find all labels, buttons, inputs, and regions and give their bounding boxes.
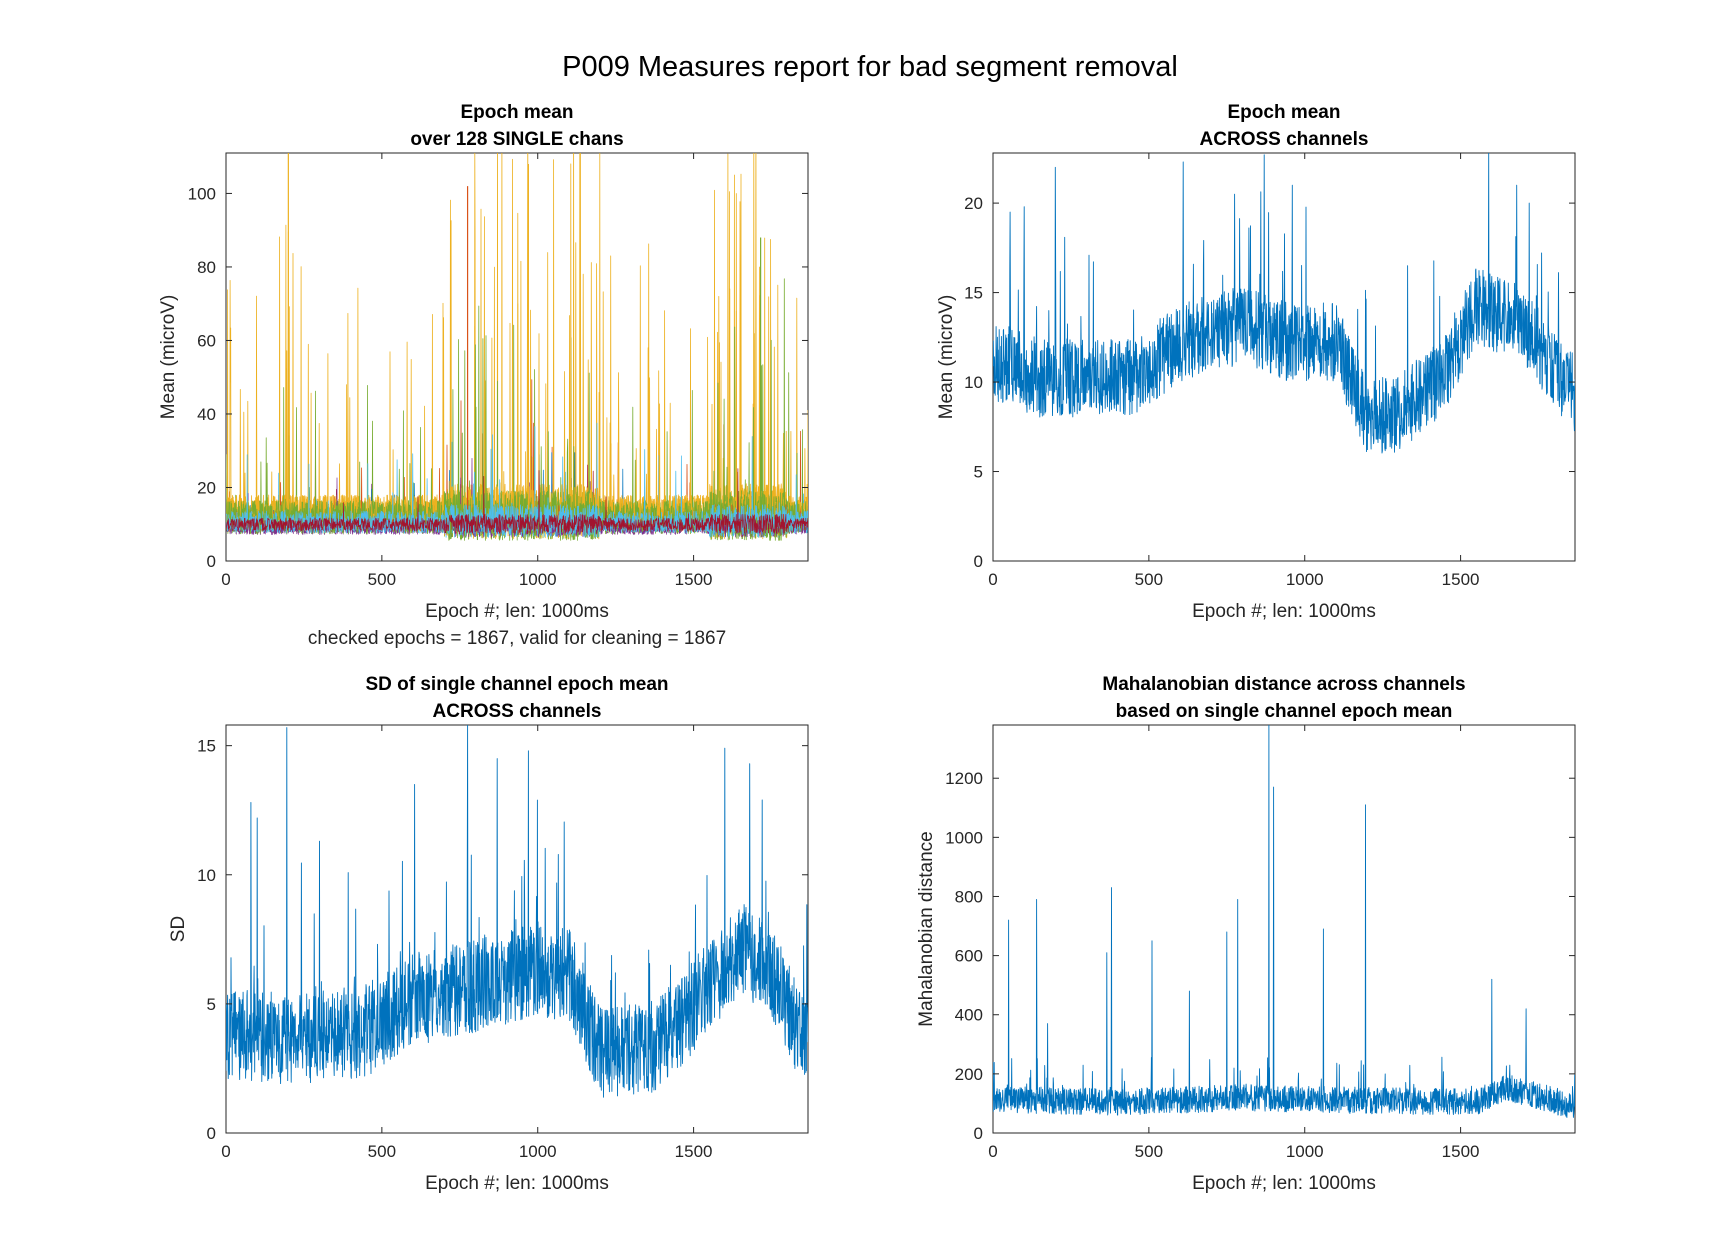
x-axis-label: Epoch #; len: 1000ms <box>1192 601 1376 622</box>
x-tick-label: 1500 <box>1442 570 1480 589</box>
x-tick-label: 0 <box>988 570 997 589</box>
y-tick-label: 15 <box>964 284 983 303</box>
series-layer <box>226 153 808 541</box>
plot-area <box>992 724 1576 1134</box>
y-tick-label: 40 <box>197 405 216 424</box>
plot-area <box>225 724 809 1134</box>
y-tick-label: 800 <box>955 887 983 906</box>
x-axis-label: Epoch #; len: 1000ms <box>1192 1173 1376 1194</box>
x-tick-label: 1000 <box>1286 570 1324 589</box>
panel-single-channel-means: Epoch mean over 128 SINGLE chans 0 500 100… <box>158 102 809 649</box>
x-tick-label: 500 <box>368 1142 396 1161</box>
y-tick-label: 5 <box>974 463 983 482</box>
series-line <box>993 153 1575 454</box>
panel-title-line-1: Epoch mean <box>1228 102 1341 123</box>
y-tick-label: 15 <box>197 737 216 756</box>
x-axis-note: checked epochs = 1867, valid for cleanin… <box>308 628 726 649</box>
y-tick-label: 80 <box>197 258 216 277</box>
y-tick-label: 0 <box>207 1124 216 1143</box>
y-tick-label: 0 <box>974 552 983 571</box>
series-line <box>226 725 808 1098</box>
y-axis-label: Mahalanobian distance <box>916 831 937 1026</box>
y-axis-label: Mean (microV) <box>936 295 957 420</box>
axis-layer: 0 500 1000 1500 0 5 10 15 20 <box>964 153 1575 589</box>
panel-title-line-2: over 128 SINGLE chans <box>410 129 623 150</box>
panel-sd-across-channels: SD of single channel epoch mean ACROSS c… <box>168 674 809 1194</box>
series-layer <box>226 725 808 1098</box>
y-tick-label: 5 <box>207 995 216 1014</box>
y-tick-label: 0 <box>207 552 216 571</box>
axis-layer: 0 500 1000 1500 0 20 40 60 80 100 <box>188 153 808 589</box>
series-line <box>993 725 1575 1118</box>
y-tick-label: 600 <box>955 947 983 966</box>
x-tick-label: 500 <box>368 570 396 589</box>
figure-title: P009 Measures report for bad segment rem… <box>562 51 1178 83</box>
panel-title-line-1: SD of single channel epoch mean <box>365 674 668 695</box>
panel-title-line-2: ACROSS channels <box>1200 129 1369 150</box>
panel-title-line-2: based on single channel epoch mean <box>1116 701 1453 722</box>
y-tick-label: 20 <box>964 194 983 213</box>
x-tick-label: 1500 <box>675 1142 713 1161</box>
y-axis-label: SD <box>168 916 189 942</box>
series-layer <box>993 725 1575 1118</box>
y-tick-label: 10 <box>964 373 983 392</box>
x-tick-label: 0 <box>988 1142 997 1161</box>
x-tick-label: 1000 <box>1286 1142 1324 1161</box>
x-tick-label: 500 <box>1135 570 1163 589</box>
x-axis-label: Epoch #; len: 1000ms <box>425 601 609 622</box>
axis-layer: 0 500 1000 1500 0 5 10 15 <box>197 725 808 1161</box>
y-tick-label: 20 <box>197 478 216 497</box>
y-tick-label: 200 <box>955 1065 983 1084</box>
x-tick-label: 1500 <box>675 570 713 589</box>
y-tick-label: 100 <box>188 184 216 203</box>
x-axis-label: Epoch #; len: 1000ms <box>425 1173 609 1194</box>
x-tick-label: 1500 <box>1442 1142 1480 1161</box>
x-tick-label: 0 <box>221 570 230 589</box>
axis-layer: 0 500 1000 1500 0 200 400 600 800 1000 1200 <box>945 725 1575 1161</box>
x-tick-label: 1000 <box>519 570 557 589</box>
panel-mean-across-channels: Epoch mean ACROSS channels 0 500 1000 15000… <box>936 102 1576 622</box>
y-tick-label: 10 <box>197 866 216 885</box>
x-tick-label: 500 <box>1135 1142 1163 1161</box>
series-layer <box>993 153 1575 454</box>
x-tick-label: 0 <box>221 1142 230 1161</box>
y-tick-label: 400 <box>955 1006 983 1025</box>
panel-title-line-1: Epoch mean <box>461 102 574 123</box>
y-axis-label: Mean (microV) <box>158 295 179 420</box>
y-tick-label: 1000 <box>945 828 983 847</box>
series-line <box>226 468 808 534</box>
y-tick-label: 60 <box>197 331 216 350</box>
y-tick-label: 0 <box>974 1124 983 1143</box>
panel-title-line-2: ACROSS channels <box>433 701 602 722</box>
panel-title-line-1: Mahalanobian distance across channels <box>1102 674 1465 695</box>
panel-mahalanobian-distance: Mahalanobian distance across channels ba… <box>916 674 1576 1194</box>
y-tick-label: 1200 <box>945 769 983 788</box>
x-tick-label: 1000 <box>519 1142 557 1161</box>
